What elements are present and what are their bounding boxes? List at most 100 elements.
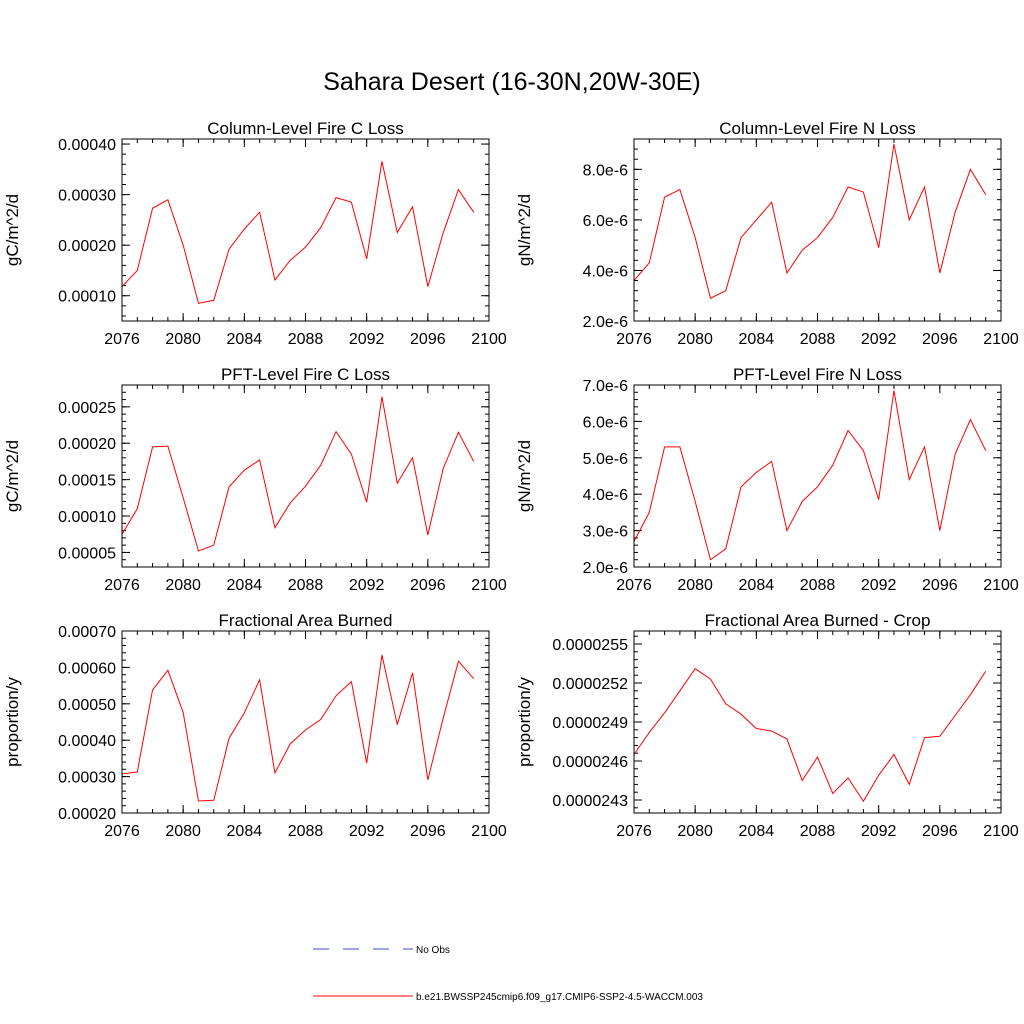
y-tick-label: 0.0000249 (552, 715, 628, 732)
chart-panel-4: PFT-Level Fire N Loss gN/m^2/d 2076 2080 208… (515, 365, 1019, 594)
y-tick-label: 0.0000243 (552, 793, 628, 810)
panel-title: Column-Level Fire N Loss (719, 119, 916, 138)
y-tick-label: 3.0e-6 (583, 524, 628, 541)
y-axis-label: gN/m^2/d (515, 440, 534, 512)
series-line-1 (633, 143, 987, 299)
y-tick-label: 0.00010 (58, 509, 116, 526)
x-tick-label: 2084 (739, 331, 775, 348)
y-axis-label: proportion/y (515, 677, 534, 767)
panel-title: PFT-Level Fire N Loss (733, 365, 902, 384)
plot-frame (633, 384, 1002, 568)
x-tick-label: 2080 (677, 331, 713, 348)
y-tick-label: 0.00020 (58, 806, 116, 823)
legend-label-model-run: b.e21.BWSSP245cmip6.f09_g17.CMIP6-SSP2-4… (416, 992, 703, 1003)
y-tick-label: 0.00020 (58, 436, 116, 453)
y-tick-label: 5.0e-6 (583, 451, 628, 468)
y-tick-label: 0.0000246 (552, 754, 628, 771)
x-tick-label: 2088 (288, 577, 324, 594)
plot-frame (633, 630, 1002, 814)
y-tick-label: 6.0e-6 (583, 213, 628, 230)
panel-title: PFT-Level Fire C Loss (221, 365, 390, 384)
x-tick-label: 2088 (288, 331, 324, 348)
x-tick-label: 2096 (922, 823, 958, 840)
y-tick-label: 2.0e-6 (583, 560, 628, 577)
y-tick-label: 0.00060 (58, 660, 116, 677)
x-tick-label: 2100 (471, 823, 507, 840)
x-tick-label: 2076 (616, 577, 652, 594)
x-tick-label: 2100 (471, 577, 507, 594)
x-tick-label: 2080 (165, 577, 201, 594)
x-tick-label: 2088 (800, 577, 836, 594)
x-tick-label: 2084 (739, 577, 775, 594)
y-tick-label: 4.0e-6 (583, 487, 628, 504)
figure-title: Sahara Desert (16-30N,20W-30E) (323, 68, 701, 96)
y-tick-label: 0.00050 (58, 697, 116, 714)
y-tick-label: 0.00070 (58, 624, 116, 641)
x-tick-label: 2084 (227, 331, 263, 348)
y-axis-label: gC/m^2/d (3, 194, 22, 266)
y-tick-label: 0.00005 (58, 545, 116, 562)
x-tick-label: 2100 (471, 331, 507, 348)
plot-frame (121, 138, 490, 322)
x-tick-label: 2092 (349, 823, 385, 840)
x-tick-label: 2088 (800, 823, 836, 840)
y-axis-label: gC/m^2/d (3, 440, 22, 512)
y-tick-label: 8.0e-6 (583, 162, 628, 179)
x-tick-label: 2080 (165, 823, 201, 840)
x-tick-label: 2092 (861, 577, 897, 594)
x-tick-label: 2100 (983, 577, 1019, 594)
y-axis-label: proportion/y (3, 677, 22, 767)
y-tick-label: 2.0e-6 (583, 314, 628, 331)
chart-panel-2: Column-Level Fire N Loss gN/m^2/d 2076 2080… (515, 119, 1019, 348)
y-tick-label: 0.00015 (58, 473, 116, 490)
plot-frame (633, 138, 1002, 322)
y-tick-label: 0.00025 (58, 400, 116, 417)
y-tick-label: 6.0e-6 (583, 414, 628, 431)
y-tick-label: 0.00040 (58, 733, 116, 750)
series-line-1 (121, 654, 475, 802)
series-line-1 (633, 390, 987, 561)
x-tick-label: 2080 (165, 331, 201, 348)
x-tick-label: 2096 (410, 331, 446, 348)
chart-panel-1: Column-Level Fire C Loss gC/m^2/d 2076 2080… (3, 119, 507, 348)
x-tick-label: 2080 (677, 577, 713, 594)
x-tick-label: 2076 (104, 577, 140, 594)
x-tick-label: 2092 (861, 331, 897, 348)
y-tick-label: 0.00030 (58, 188, 116, 205)
plot-frame (121, 384, 490, 568)
chart-panel-3: PFT-Level Fire C Loss gC/m^2/d 2076 2080 208… (3, 365, 507, 594)
x-tick-label: 2076 (616, 823, 652, 840)
x-tick-label: 2096 (922, 331, 958, 348)
x-tick-label: 2088 (800, 331, 836, 348)
legend-label-no-obs: No Obs (416, 945, 450, 956)
series-line-1 (121, 396, 475, 552)
panel-title: Fractional Area Burned - Crop (705, 611, 931, 630)
y-tick-label: 0.00040 (58, 137, 116, 154)
y-tick-label: 0.00020 (58, 238, 116, 255)
series-line-1 (121, 161, 475, 304)
y-tick-label: 4.0e-6 (583, 263, 628, 280)
series-line-1 (633, 668, 987, 803)
x-tick-label: 2092 (861, 823, 897, 840)
x-tick-label: 2084 (227, 823, 263, 840)
x-tick-label: 2084 (227, 577, 263, 594)
x-tick-label: 2084 (739, 823, 775, 840)
y-axis-label: gN/m^2/d (515, 194, 534, 266)
x-tick-label: 2100 (983, 823, 1019, 840)
y-tick-label: 0.0000255 (552, 637, 628, 654)
x-tick-label: 2092 (349, 577, 385, 594)
x-tick-label: 2076 (104, 823, 140, 840)
x-tick-label: 2088 (288, 823, 324, 840)
plot-frame (121, 630, 490, 814)
chart-panel-5: Fractional Area Burned proportion/y 2076 20… (3, 611, 507, 840)
x-tick-label: 2092 (349, 331, 385, 348)
panel-title: Fractional Area Burned (219, 611, 393, 630)
x-tick-label: 2076 (104, 331, 140, 348)
x-tick-label: 2100 (983, 331, 1019, 348)
chart-panel-6: Fractional Area Burned - Crop proportion/… (515, 611, 1019, 840)
y-tick-label: 7.0e-6 (583, 378, 628, 395)
panel-title: Column-Level Fire C Loss (207, 119, 404, 138)
y-tick-label: 0.00030 (58, 770, 116, 787)
y-tick-label: 0.0000252 (552, 676, 628, 693)
